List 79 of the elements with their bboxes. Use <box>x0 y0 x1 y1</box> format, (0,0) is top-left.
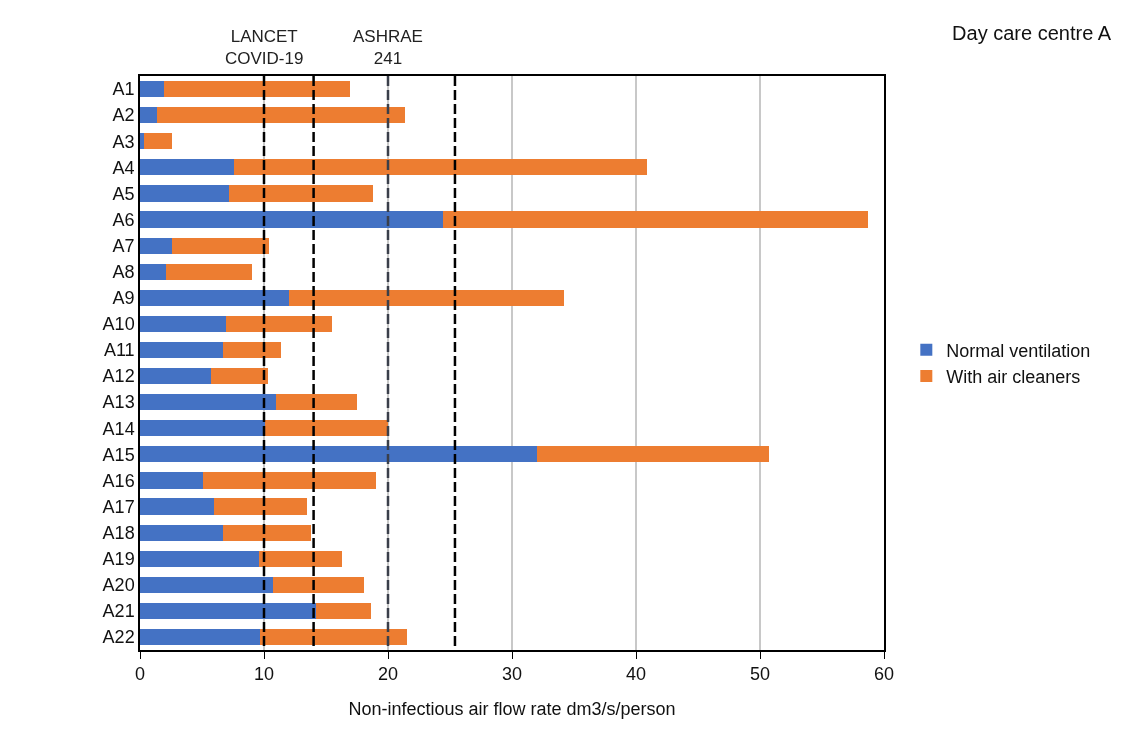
bar <box>223 341 282 359</box>
y-tick-label: A21 <box>102 601 135 622</box>
x-tick-label: 10 <box>253 664 275 685</box>
bar <box>140 185 230 202</box>
bar <box>140 263 167 280</box>
y-tick-label: A4 <box>112 157 135 178</box>
x-tick-label: 30 <box>501 664 523 685</box>
bar <box>276 394 357 411</box>
y-tick-label: A15 <box>102 444 135 465</box>
bar <box>140 602 317 619</box>
ref-line-label: LANCET COVID-19 <box>225 27 304 69</box>
bar <box>140 394 277 411</box>
y-tick-label: A22 <box>102 627 135 648</box>
bar <box>316 602 371 619</box>
y-tick-label: A5 <box>112 183 135 204</box>
y-tick-label: A17 <box>102 496 135 517</box>
bar <box>140 133 144 150</box>
bar <box>140 315 226 332</box>
x-tick-label: 50 <box>749 664 771 685</box>
bar <box>143 133 173 150</box>
x-axis-title: Non-infectious air flow rate dm3/s/person <box>348 698 676 719</box>
bar <box>272 576 365 593</box>
bar <box>260 628 407 646</box>
bar <box>223 524 312 541</box>
y-tick-label: A8 <box>112 261 135 282</box>
bar <box>140 107 158 124</box>
y-tick-label: A13 <box>102 392 135 413</box>
text: Day care centre A <box>952 21 1112 44</box>
bar <box>259 550 343 567</box>
bar <box>140 446 537 463</box>
bar <box>140 211 443 228</box>
bar <box>140 80 164 98</box>
bar <box>166 263 252 280</box>
bar <box>210 367 268 385</box>
bar <box>140 576 273 593</box>
bar <box>140 367 211 385</box>
bar <box>234 159 648 176</box>
bar <box>229 185 374 202</box>
y-tick-label: A16 <box>102 470 135 491</box>
bar <box>140 550 260 567</box>
bar <box>203 472 376 489</box>
legend-label: Normal ventilation <box>946 340 1091 361</box>
bar <box>140 524 224 541</box>
bar <box>140 420 266 437</box>
y-tick-label: A2 <box>112 105 135 126</box>
bar <box>225 315 333 332</box>
bar <box>140 237 173 254</box>
bar <box>172 237 269 254</box>
bar <box>536 446 769 463</box>
y-tick-label: A3 <box>112 131 135 152</box>
bar <box>442 211 868 228</box>
bar <box>140 289 289 306</box>
legend-label: With air cleaners <box>946 367 1081 388</box>
bar <box>214 498 308 515</box>
bar <box>140 628 261 646</box>
bar <box>157 107 406 124</box>
y-tick-label: A9 <box>112 288 135 309</box>
y-tick-label: A14 <box>102 418 135 439</box>
y-tick-label: A19 <box>102 548 135 569</box>
bar <box>140 341 224 359</box>
bar <box>140 159 235 176</box>
y-tick-label: A12 <box>102 366 135 387</box>
bar <box>265 420 388 437</box>
y-tick-label: A6 <box>112 209 135 230</box>
bar <box>288 289 565 306</box>
y-tick-label: A1 <box>112 79 135 100</box>
x-tick-label: 60 <box>873 664 895 685</box>
y-tick-label: A18 <box>102 522 135 543</box>
bar <box>140 498 215 515</box>
x-tick-label: 20 <box>377 664 399 685</box>
ref-line-label: ASHRAE 241 <box>353 27 423 69</box>
y-tick-label: A20 <box>102 575 135 596</box>
y-tick-label: A10 <box>102 314 135 335</box>
x-tick-label: 40 <box>625 664 647 685</box>
x-tick-label: 0 <box>134 664 146 685</box>
y-tick-label: A7 <box>112 235 135 256</box>
y-tick-label: A11 <box>103 340 135 361</box>
bar <box>140 472 204 489</box>
bar <box>163 80 350 98</box>
